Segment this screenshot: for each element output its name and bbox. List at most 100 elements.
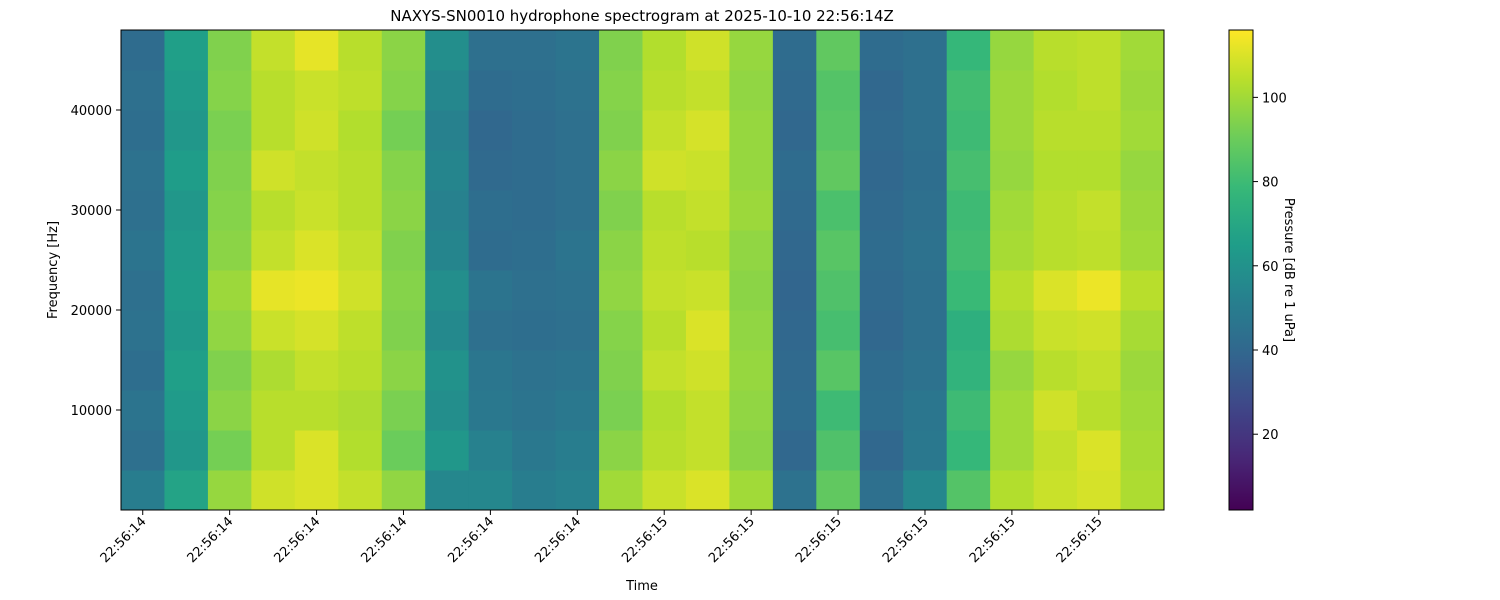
colorbar-tick-label: 80 bbox=[1262, 176, 1279, 191]
heatmap-cell bbox=[164, 30, 209, 71]
heatmap-cell bbox=[468, 230, 513, 271]
heatmap-cell bbox=[294, 430, 339, 471]
heatmap-cell bbox=[642, 110, 687, 151]
heatmap-cell bbox=[946, 70, 991, 111]
heatmap-cell bbox=[468, 190, 513, 231]
heatmap-cell bbox=[1033, 350, 1078, 391]
heatmap-cell bbox=[294, 70, 339, 111]
heatmap-cell bbox=[251, 350, 296, 391]
heatmap-cell bbox=[859, 70, 904, 111]
heatmap-cell bbox=[729, 430, 774, 471]
heatmap-cell bbox=[859, 470, 904, 511]
heatmap-cell bbox=[294, 470, 339, 511]
heatmap-cell bbox=[642, 70, 687, 111]
heatmap-cell bbox=[772, 390, 817, 431]
heatmap-cell bbox=[338, 390, 383, 431]
heatmap-cell bbox=[772, 350, 817, 391]
heatmap-cell bbox=[903, 310, 948, 351]
y-tick-label: 10000 bbox=[71, 404, 112, 419]
heatmap-cell bbox=[381, 190, 426, 231]
heatmap-cell bbox=[772, 110, 817, 151]
heatmap-cell bbox=[468, 430, 513, 471]
heatmap-cell bbox=[121, 270, 165, 311]
heatmap-cell bbox=[512, 150, 557, 191]
heatmap-cell bbox=[251, 150, 296, 191]
heatmap-cell bbox=[729, 30, 774, 71]
heatmap-cell bbox=[685, 230, 730, 271]
heatmap-cell bbox=[772, 310, 817, 351]
heatmap-cell bbox=[729, 110, 774, 151]
x-tick-label: 22:56:15 bbox=[880, 514, 932, 566]
heatmap-cell bbox=[599, 390, 643, 431]
heatmap-cell bbox=[903, 110, 948, 151]
heatmap-cell bbox=[381, 270, 426, 311]
heatmap-cell bbox=[859, 30, 904, 71]
heatmap-cell bbox=[642, 190, 687, 231]
heatmap-cell bbox=[468, 30, 513, 71]
heatmap-cell bbox=[599, 470, 643, 511]
heatmap-cell bbox=[207, 390, 252, 431]
heatmap-cell bbox=[729, 190, 774, 231]
heatmap-cell bbox=[468, 70, 513, 111]
heatmap-cell bbox=[121, 470, 165, 511]
heatmap-cell bbox=[512, 390, 557, 431]
heatmap-cell bbox=[903, 190, 948, 231]
heatmap-cell bbox=[990, 110, 1035, 151]
heatmap-cell bbox=[1120, 350, 1165, 391]
heatmap-cell bbox=[512, 430, 557, 471]
heatmap-cell bbox=[642, 430, 687, 471]
heatmap-cell bbox=[555, 30, 600, 71]
heatmap-cell bbox=[468, 150, 513, 191]
heatmap-cell bbox=[468, 110, 513, 151]
heatmap-cell bbox=[1120, 150, 1165, 191]
heatmap-cell bbox=[164, 270, 209, 311]
heatmap-cell bbox=[816, 270, 861, 311]
heatmap-cell bbox=[946, 110, 991, 151]
heatmap-cell bbox=[121, 230, 165, 271]
heatmap-cell bbox=[381, 110, 426, 151]
heatmap-cell bbox=[1077, 430, 1122, 471]
heatmap-cell bbox=[121, 70, 165, 111]
heatmap-cell bbox=[642, 390, 687, 431]
heatmap-cell bbox=[729, 270, 774, 311]
heatmap-cell bbox=[1077, 270, 1122, 311]
heatmap-cell bbox=[772, 470, 817, 511]
heatmap-cell bbox=[1120, 30, 1165, 71]
heatmap-cell bbox=[164, 110, 209, 151]
heatmap-cell bbox=[251, 230, 296, 271]
heatmap-cell bbox=[903, 30, 948, 71]
heatmap-cell bbox=[816, 470, 861, 511]
heatmap-cell bbox=[1120, 470, 1165, 511]
heatmap-cell bbox=[946, 30, 991, 71]
heatmap-cell bbox=[121, 110, 165, 151]
heatmap-cell bbox=[816, 190, 861, 231]
heatmap-cell bbox=[381, 230, 426, 271]
heatmap-cell bbox=[946, 150, 991, 191]
x-tick-label: 22:56:15 bbox=[619, 514, 671, 566]
heatmap-cell bbox=[642, 230, 687, 271]
y-tick-label: 20000 bbox=[71, 304, 112, 319]
heatmap-cell bbox=[729, 230, 774, 271]
heatmap-cell bbox=[425, 30, 470, 71]
heatmap-cell bbox=[599, 70, 643, 111]
heatmap-cell bbox=[251, 30, 296, 71]
heatmap-cell bbox=[642, 30, 687, 71]
heatmap-cell bbox=[1077, 230, 1122, 271]
colorbar-tick-label: 60 bbox=[1262, 260, 1279, 275]
heatmap-cell bbox=[251, 190, 296, 231]
heatmap-cell bbox=[338, 230, 383, 271]
heatmap-cell bbox=[1077, 30, 1122, 71]
heatmap-cell bbox=[859, 310, 904, 351]
heatmap-cell bbox=[512, 310, 557, 351]
heatmap-cell bbox=[990, 470, 1035, 511]
heatmap-cell bbox=[642, 310, 687, 351]
heatmap-cell bbox=[381, 390, 426, 431]
heatmap-cell bbox=[251, 310, 296, 351]
heatmap-cell bbox=[903, 350, 948, 391]
y-tick-label: 30000 bbox=[71, 204, 112, 219]
heatmap-cell bbox=[468, 270, 513, 311]
heatmap-cell bbox=[685, 430, 730, 471]
heatmap-cell bbox=[816, 390, 861, 431]
heatmap-cell bbox=[990, 150, 1035, 191]
